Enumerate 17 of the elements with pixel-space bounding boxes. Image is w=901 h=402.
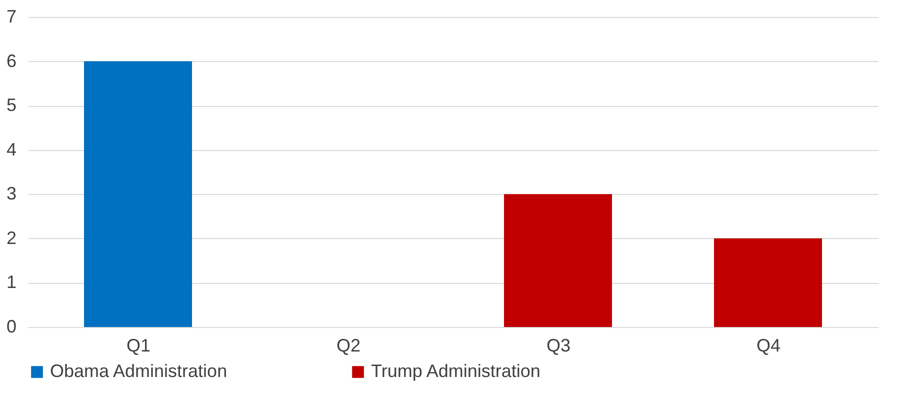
y-tick-label: 0	[6, 316, 16, 336]
y-tick-label: 2	[6, 228, 16, 248]
x-tick-label: Q3	[546, 336, 571, 356]
bar	[504, 194, 612, 327]
bar	[84, 61, 192, 327]
bar	[714, 238, 822, 327]
y-tick-label: 3	[6, 184, 16, 204]
y-tick-label: 6	[6, 50, 16, 71]
x-tick-label: Q2	[336, 336, 361, 356]
y-tick-label: 7	[6, 6, 16, 26]
y-tick-label: 4	[6, 139, 16, 160]
legend-label: Obama Administration	[50, 361, 228, 381]
x-tick-label: Q1	[126, 336, 151, 356]
y-tick-label: 1	[6, 272, 16, 292]
legend-label: Trump Administration	[371, 361, 540, 381]
y-tick-label: 5	[6, 95, 16, 116]
x-tick-label: Q4	[756, 336, 781, 356]
